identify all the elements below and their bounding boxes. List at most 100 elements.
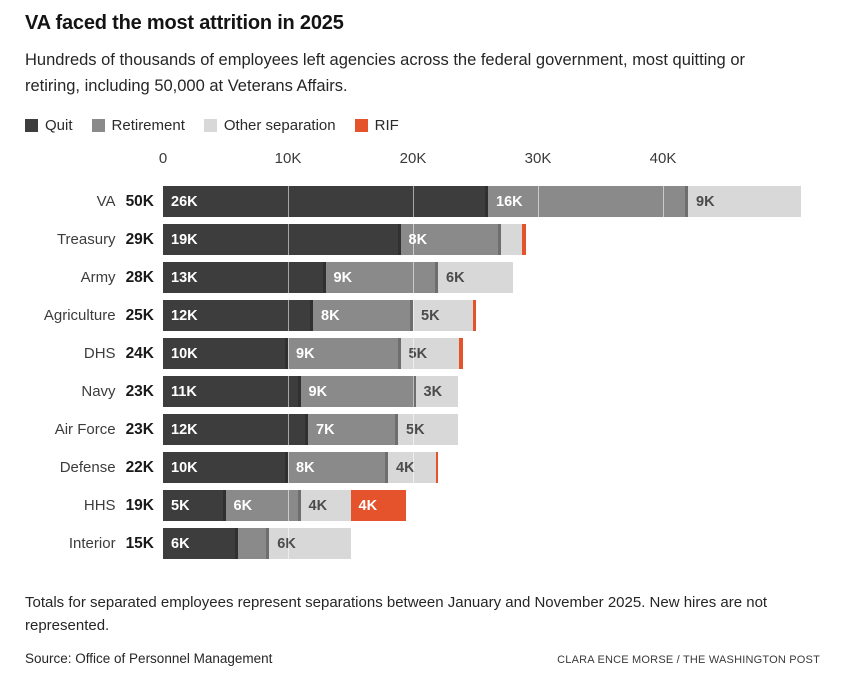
segment-value-label: 9K	[696, 193, 715, 210]
agency-name: Interior	[68, 534, 116, 552]
stacked-bar: 13K 9K 6K	[163, 262, 513, 293]
segment-value-label: 26K	[171, 193, 198, 210]
bar-segment-rif: 4K	[350, 490, 406, 521]
agency-total: 50K	[125, 192, 154, 210]
agency-name: Army	[80, 268, 116, 286]
bar-segment-other: 5K	[400, 338, 460, 369]
agency-total: 15K	[125, 534, 154, 552]
legend-label: Other separation	[223, 117, 336, 134]
bar-segment-rif	[473, 300, 476, 331]
agency-total: 28K	[125, 268, 154, 286]
row-label-column: Agriculture 25K	[25, 307, 163, 325]
table-row: VA 50K 26K 16K 9K	[25, 186, 820, 217]
bar-segment-retirement: 9K	[288, 338, 401, 369]
rif-swatch-icon	[354, 119, 368, 132]
agency-total: 23K	[125, 382, 154, 400]
agency-name: Treasury	[56, 230, 116, 248]
segment-value-label: 9K	[333, 269, 353, 286]
row-label-column: Army 28K	[25, 269, 163, 287]
bar-segment-retirement: 9K	[300, 376, 416, 407]
bar-segment-other: 6K	[438, 262, 513, 293]
table-row: HHS 19K 5K 6K 4K 4K	[25, 490, 820, 521]
chart-subtitle: Hundreds of thousands of employees left …	[25, 51, 745, 95]
segment-value-label: 8K	[408, 231, 428, 248]
agency-total: 24K	[125, 344, 154, 362]
legend-item-retirement: Retirement	[91, 117, 185, 134]
x-axis-tick: 40K	[649, 150, 677, 167]
segment-value-label: 7K	[316, 421, 335, 438]
table-row: Air Force 23K 12K 7K 5K	[25, 414, 820, 445]
bar-segment-other: 4K	[388, 452, 436, 483]
bar-segment-quit: 10K	[163, 452, 288, 483]
row-label-column: Defense 22K	[25, 459, 163, 477]
segment-value-label: 12K	[171, 421, 198, 438]
agency-name: Navy	[81, 382, 116, 400]
bar-segment-other	[500, 224, 522, 255]
legend-label: Retirement	[111, 117, 185, 134]
table-row: Army 28K 13K 9K 6K	[25, 262, 820, 293]
legend-item-rif: RIF	[354, 117, 399, 134]
segment-value-label: 9K	[296, 345, 315, 362]
segment-value-label: 5K	[421, 307, 440, 324]
segment-value-label: 19K	[171, 231, 198, 248]
bar-segment-retirement: 8K	[313, 300, 413, 331]
bar-segment-retirement: 7K	[308, 414, 398, 445]
segment-value-label: 13K	[171, 269, 198, 286]
bar-segment-other: 5K	[413, 300, 473, 331]
bar-segment-rif	[521, 224, 526, 255]
segment-value-label: 5K	[408, 345, 428, 362]
agency-total: 29K	[125, 230, 154, 248]
stacked-bar: 11K 9K 3K	[163, 376, 458, 407]
agency-name: Defense	[59, 458, 116, 476]
bar-segment-rif	[459, 338, 463, 369]
table-row: Defense 22K 10K 8K 4K	[25, 452, 820, 483]
agency-total: 22K	[125, 458, 154, 476]
bar-segment-quit: 26K	[163, 186, 488, 217]
footer: Source: Office of Personnel Management C…	[25, 651, 820, 666]
table-row: Agriculture 25K 12K 8K 5K	[25, 300, 820, 331]
stacked-bar: 10K 8K 4K	[163, 452, 438, 483]
bar-segment-quit: 12K	[163, 300, 313, 331]
segment-value-label: 6K	[233, 497, 253, 514]
x-axis-tick: 30K	[524, 150, 552, 167]
quit-swatch-icon	[25, 119, 38, 132]
legend-item-other: Other separation	[203, 117, 336, 134]
segment-value-label: 12K	[171, 307, 198, 324]
row-label-column: HHS 19K	[25, 497, 163, 515]
source-line: Source: Office of Personnel Management	[25, 651, 273, 666]
bar-segment-quit: 6K	[163, 528, 238, 559]
segment-value-label: 6K	[171, 535, 190, 552]
bar-segment-other: 4K	[300, 490, 351, 521]
agency-name: HHS	[83, 496, 116, 514]
table-row: Treasury 29K 19K 8K	[25, 224, 820, 255]
row-label-column: Treasury 29K	[25, 231, 163, 249]
segment-value-label: 5K	[171, 497, 190, 514]
bar-segment-other: 5K	[398, 414, 458, 445]
stacked-bar: 6K 6K	[163, 528, 351, 559]
stacked-bar: 5K 6K 4K 4K	[163, 490, 406, 521]
segment-value-label: 3K	[423, 383, 443, 400]
bar-segment-quit: 12K	[163, 414, 308, 445]
bar-segment-other: 9K	[688, 186, 801, 217]
agency-name: Air Force	[54, 420, 116, 438]
segment-value-label: 16K	[496, 193, 523, 210]
bar-segment-retirement: 8K	[288, 452, 388, 483]
agency-name: VA	[96, 192, 116, 210]
segment-value-label: 8K	[321, 307, 340, 324]
footnote: Totals for separated employees represent…	[25, 594, 768, 634]
stacked-bar: 12K 7K 5K	[163, 414, 458, 445]
bar-segment-quit: 10K	[163, 338, 288, 369]
row-label-column: Air Force 23K	[25, 421, 163, 439]
bar-segment-quit: 19K	[163, 224, 401, 255]
agency-name: Agriculture	[43, 306, 116, 324]
segment-value-label: 6K	[446, 269, 465, 286]
byline-credit: CLARA ENCE MORSE / THE WASHINGTON POST	[557, 654, 820, 666]
table-row: DHS 24K 10K 9K 5K	[25, 338, 820, 369]
table-row: Interior 15K 6K 6K	[25, 528, 820, 559]
bar-segment-retirement	[238, 528, 270, 559]
bar-segment-retirement: 9K	[325, 262, 438, 293]
bars-area: VA 50K 26K 16K 9K Treasury 29K 19K 8K Army 28K 13K 9…	[25, 186, 820, 559]
row-label-column: Interior 15K	[25, 535, 163, 553]
other-swatch-icon	[203, 119, 217, 132]
